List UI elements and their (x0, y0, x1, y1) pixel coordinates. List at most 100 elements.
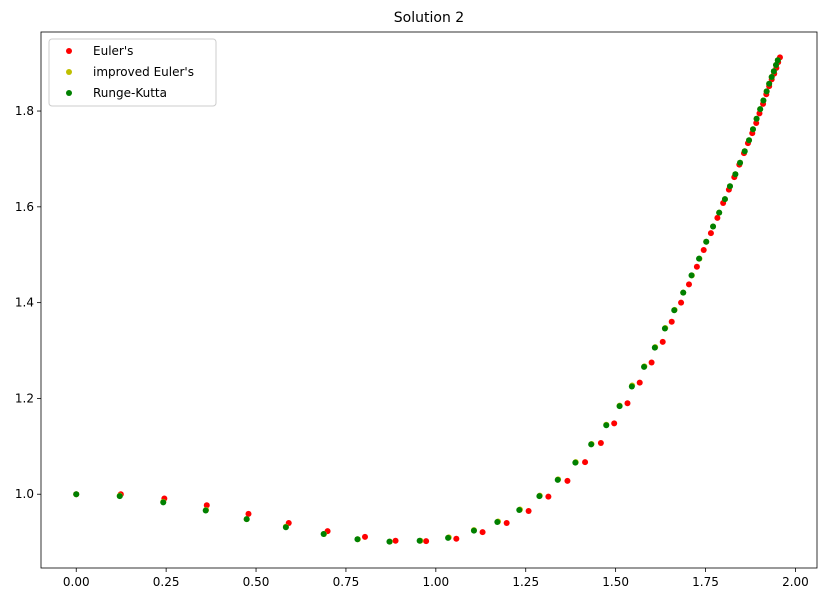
runge-kutta-point (603, 422, 610, 429)
euler-s-point (453, 535, 460, 542)
runge-kutta-point (536, 493, 543, 500)
runge-kutta-point (688, 272, 695, 279)
euler-s-point (582, 459, 589, 466)
legend-marker (66, 48, 72, 54)
x-tick-label: 0.25 (153, 575, 180, 589)
runge-kutta-point (716, 209, 723, 216)
runge-kutta-point (445, 534, 452, 541)
runge-kutta-point (354, 536, 361, 543)
legend-marker (66, 69, 72, 75)
euler-s-point (611, 420, 618, 427)
runge-kutta-point (737, 159, 744, 166)
y-tick-label: 1.0 (15, 487, 34, 501)
runge-kutta-point (721, 196, 728, 203)
runge-kutta-point (116, 493, 123, 500)
x-tick-label: 1.25 (512, 575, 539, 589)
runge-kutta-point (757, 106, 764, 113)
euler-s-point (545, 493, 552, 500)
runge-kutta-point (680, 289, 687, 296)
x-tick-label: 1.75 (692, 575, 719, 589)
euler-s-point (700, 246, 707, 253)
x-tick-label: 1.00 (422, 575, 449, 589)
runge-kutta-point (616, 403, 623, 410)
legend-label: improved Euler's (93, 65, 194, 79)
euler-s-point (624, 400, 631, 407)
runge-kutta-point (773, 62, 780, 69)
runge-kutta-point (703, 238, 710, 245)
euler-s-point (659, 338, 666, 345)
y-tick-label: 1.6 (15, 200, 34, 214)
euler-s-point (392, 537, 399, 544)
chart-title: Solution 2 (394, 10, 464, 26)
runge-kutta-point (768, 74, 775, 81)
runge-kutta-point (386, 538, 393, 545)
plot-area (73, 54, 783, 545)
y-tick-label: 1.4 (15, 296, 34, 310)
legend-box (48, 38, 217, 107)
runge-kutta-point (494, 519, 501, 526)
axes-frame (40, 31, 818, 569)
runge-kutta-point (282, 524, 289, 531)
runge-kutta-point (202, 507, 209, 514)
euler-s-point (714, 214, 721, 221)
runge-kutta-point (732, 171, 739, 178)
runge-kutta-point (470, 527, 477, 534)
runge-kutta-point (516, 507, 523, 514)
runge-kutta-point (770, 68, 777, 75)
x-tick-label: 0.00 (63, 575, 90, 589)
legend: Euler's improved Euler's Runge-Kutta (48, 38, 217, 107)
euler-s-point (678, 299, 685, 306)
euler-s-point (693, 263, 700, 270)
euler-s-point (668, 318, 675, 325)
runge-kutta-point (710, 223, 717, 230)
runge-kutta-point (73, 491, 80, 498)
runge-kutta-point (320, 530, 327, 537)
euler-s-point (685, 281, 692, 288)
runge-kutta-point (160, 499, 167, 506)
euler-s-point (525, 507, 532, 514)
runge-kutta-point (746, 137, 753, 144)
runge-kutta-point (641, 363, 648, 370)
euler-s-point (245, 510, 252, 517)
x-axis: 0.00 0.25 0.50 0.75 1.00 1.25 1.50 1.75 2.00 (63, 568, 809, 589)
runge-kutta-point (763, 88, 770, 95)
runge-kutta-point (588, 441, 595, 448)
legend-label: Runge-Kutta (93, 86, 167, 100)
euler-s-point (423, 538, 430, 545)
x-tick-label: 1.50 (602, 575, 629, 589)
runge-kutta-point (554, 476, 561, 483)
euler-s-point (648, 359, 655, 366)
euler-s-point (564, 477, 571, 484)
runge-kutta-point (726, 183, 733, 190)
x-tick-label: 0.75 (333, 575, 360, 589)
y-tick-label: 1.8 (15, 104, 34, 118)
runge-kutta-point (749, 126, 756, 133)
runge-kutta-point (661, 325, 668, 332)
y-tick-label: 1.2 (15, 391, 34, 405)
legend-marker (66, 90, 72, 96)
runge-kutta-point (572, 459, 579, 466)
runge-kutta-point (774, 57, 781, 64)
euler-s-point (503, 519, 510, 526)
legend-label: Euler's (93, 44, 133, 58)
euler-s-point (597, 439, 604, 446)
euler-s-point (361, 533, 368, 540)
runge-kutta-point (243, 516, 250, 523)
runge-kutta-point (696, 255, 703, 262)
y-axis: 1.0 1.2 1.4 1.6 1.8 (15, 104, 41, 501)
x-tick-label: 0.50 (243, 575, 270, 589)
runge-kutta-point (416, 537, 423, 544)
euler-s-point (707, 230, 714, 237)
runge-kutta-point (766, 80, 773, 87)
euler-s-point (636, 379, 643, 386)
runge-kutta-point (628, 383, 635, 390)
runge-kutta-point (741, 148, 748, 155)
runge-kutta-point (651, 344, 658, 351)
runge-kutta-point (671, 307, 678, 314)
euler-s-point (753, 120, 760, 127)
euler-s-point (203, 502, 210, 509)
runge-kutta-point (760, 97, 767, 104)
euler-s-point (479, 529, 486, 536)
runge-kutta-point (753, 115, 760, 122)
